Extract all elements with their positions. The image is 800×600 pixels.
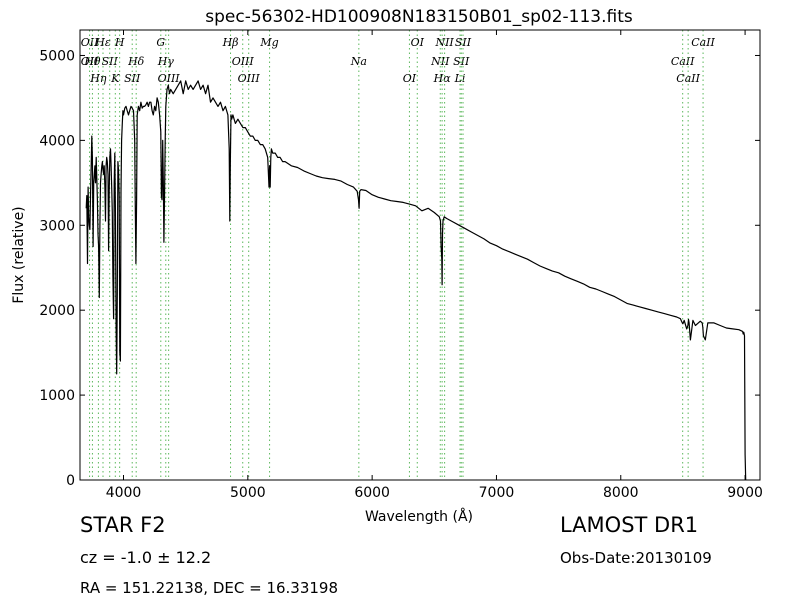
x-tick-label: 8000 — [603, 485, 639, 501]
x-axis-label: Wavelength (Å) — [365, 508, 473, 525]
spectral-line-label: G — [156, 36, 165, 49]
spectral-line-label: OIII — [232, 55, 255, 68]
obs-date-label: Obs-Date:20130109 — [560, 549, 712, 567]
spectral-line-label: Na — [350, 55, 367, 68]
spectral-line-label: Hδ — [127, 55, 145, 68]
coordinates-label: RA = 151.22138, DEC = 16.33198 — [80, 579, 339, 597]
object-class-label: STAR F2 — [80, 513, 166, 537]
spectral-line-label: OIII — [158, 72, 181, 85]
spectral-line-label: Hα — [433, 72, 452, 85]
spectral-line-label: CaII — [671, 55, 695, 68]
plot-frame — [79, 29, 761, 481]
redshift-label: cz = -1.0 ± 12.2 — [80, 548, 212, 567]
spectral-line-label: NII — [434, 36, 454, 49]
spectral-line-label: CaII — [676, 72, 700, 85]
spectral-line-label: H — [114, 36, 125, 49]
y-tick-label: 1000 — [39, 388, 75, 404]
y-tick-label: 0 — [66, 473, 75, 489]
x-tick-label: 4000 — [106, 485, 142, 501]
spectral-line-label: OII — [81, 36, 99, 49]
spectrum-line — [85, 80, 747, 481]
spectral-line-label: OIII — [238, 72, 261, 85]
spectral-line-label: SII — [453, 55, 470, 68]
spectral-line-label: Mg — [259, 36, 278, 49]
y-tick-label: 4000 — [39, 133, 75, 149]
spectral-line-label: Hθ — [83, 55, 101, 68]
spectral-line-label: SII — [455, 36, 472, 49]
spectral-line-label: OI — [403, 72, 417, 85]
spectral-line-label: Hη — [89, 72, 107, 85]
chart-title: spec-56302-HD100908N183150B01_sp02-113.f… — [205, 7, 633, 27]
spectral-line-label: K — [110, 72, 120, 85]
spectral-line-label: OII — [81, 55, 99, 68]
x-tick-label: 5000 — [230, 485, 266, 501]
y-axis-label: Flux (relative) — [11, 206, 27, 303]
spectral-line-label: OI — [411, 36, 425, 49]
x-tick-label: 7000 — [479, 485, 515, 501]
survey-label: LAMOST DR1 — [560, 513, 699, 537]
y-tick-label: 3000 — [39, 218, 75, 234]
spectral-line-label: SII — [124, 72, 141, 85]
spectral-line-label: SII — [102, 55, 119, 68]
spectral-line-label: Hε — [94, 36, 111, 49]
spectral-line-label: Li — [454, 72, 466, 85]
spectral-line-label: CaII — [691, 36, 715, 49]
plot-area: OIIOIIHθHηHεSIIKHHδSIIGHγOIIIHβOIIIOIIIM… — [39, 29, 763, 501]
y-tick-label: 5000 — [39, 48, 75, 64]
y-tick-label: 2000 — [39, 303, 75, 319]
x-tick-label: 6000 — [354, 485, 390, 501]
spectral-line-label: Hβ — [222, 36, 239, 49]
spectral-line-label: Hγ — [157, 55, 175, 68]
spectral-line-label: NII — [430, 55, 450, 68]
x-tick-label: 9000 — [727, 485, 763, 501]
